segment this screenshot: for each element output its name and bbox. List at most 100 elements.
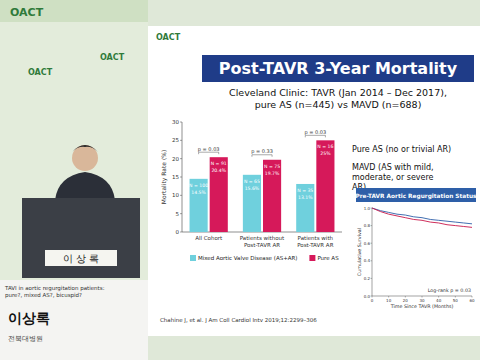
definition: Pure AS (no or trivial AR) (352, 145, 451, 154)
y-tick-label: 10 (172, 192, 179, 198)
subtitle: Cleveland Clinic: TAVR (Jan 2014 – Dec 2… (229, 87, 447, 98)
frame: OACT OACT OACT 이 상 록 TAVI in aortic regurgit… (0, 0, 480, 360)
text-line: Post-TAVR AR (244, 242, 280, 248)
bracket (199, 152, 219, 154)
text-line: Patients with (298, 235, 334, 241)
y-axis-label: Mortality Rate (%) (160, 150, 168, 205)
y-tick-label: 1.0 (364, 206, 371, 211)
y-tick (180, 122, 182, 123)
x-axis-label: Time Since TAVR (Months) (390, 304, 454, 309)
y-tick (371, 208, 373, 209)
y-tick (180, 177, 182, 178)
text-line: TAVI in aortic regurgitation patients: (4, 285, 105, 292)
y-tick (180, 140, 182, 141)
speaker-name: 이상록 (8, 310, 50, 326)
bracket (252, 155, 272, 157)
text-line: pure?, mixed AS?, bicuspid? (5, 292, 82, 299)
survival-line (372, 208, 472, 224)
text-line: Patients without (240, 235, 285, 241)
legend-swatch (190, 255, 196, 261)
y-tick (371, 278, 373, 279)
data-label: 13.1% (298, 195, 313, 200)
y-tick-label: 0.6 (364, 241, 371, 246)
data-label: 19.7% (265, 171, 280, 176)
data-label: 14.5% (191, 190, 206, 195)
n-label: N = 35 (297, 188, 313, 193)
nameplate (45, 250, 117, 266)
y-tick (371, 260, 373, 261)
text-line: MAVD (AS with mild, (352, 163, 434, 172)
y-tick-label: 20 (172, 156, 179, 162)
speaker-hair (72, 145, 98, 152)
y-axis-label: Cumulative Survival (357, 228, 362, 276)
y-tick (180, 213, 182, 214)
y-tick-label: 15 (172, 174, 179, 180)
bracket (305, 135, 325, 137)
y-tick (180, 195, 182, 196)
backdrop-logo: OACT (100, 53, 125, 62)
citation: Chahine J, et al. J Am Coll Cardiol Intv… (160, 317, 317, 324)
nameplate-text: 이 상 록 (63, 253, 99, 264)
n-label: N = 16 (317, 144, 333, 149)
affiliation: 전북대병원 (8, 335, 43, 343)
y-tick-label: 5 (176, 211, 180, 217)
y-tick-label: 0.4 (364, 258, 371, 263)
speaker-head (72, 145, 98, 171)
backdrop-logo: OACT (28, 68, 53, 77)
speaker-body (55, 172, 115, 200)
bar (316, 140, 334, 232)
y-tick-label: 0.0 (364, 294, 371, 299)
x-tick-label: Patients withoutPost-TAVR AR (240, 235, 285, 248)
text-line: All Cohort (195, 235, 223, 241)
y-tick (180, 158, 182, 159)
bar (296, 184, 314, 232)
y-tick (371, 243, 373, 244)
p-value: p = 0.03 (304, 129, 326, 136)
bar (263, 160, 281, 232)
y-tick (371, 225, 373, 226)
p-value: p = 0.33 (251, 148, 273, 155)
chart-title: Pre-TAVR Aortic Regurgitation Status (355, 193, 477, 200)
n-label: N = 100 (189, 183, 208, 188)
banner (0, 0, 148, 22)
definition: MAVD (AS with mild,moderate, or severeAR… (352, 163, 434, 192)
text-line: moderate, or severe (352, 173, 434, 182)
n-label: N = 91 (211, 161, 227, 166)
slide (148, 26, 480, 336)
x-axis (372, 296, 472, 297)
n-label: N = 75 (264, 164, 280, 169)
x-tick-label: All Cohort (195, 235, 223, 241)
title: Post-TAVR 3-Year Mortality (219, 59, 458, 78)
y-tick-label: 30 (172, 119, 179, 125)
data-label: 20.4% (211, 168, 226, 173)
bar (210, 157, 228, 232)
y-tick-label: 0.2 (364, 276, 371, 281)
text-line: Post-TAVR AR (297, 242, 333, 248)
data-label: 15.6% (245, 186, 260, 191)
y-tick (180, 232, 182, 233)
title-band (202, 55, 474, 82)
x-tick-label: 30 (419, 298, 425, 303)
x-tick-label: 50 (453, 298, 459, 303)
legend-swatch (309, 255, 315, 261)
survival-chart: Pre-TAVR Aortic Regurgitation Status0.00… (355, 188, 477, 309)
video-background (0, 0, 148, 280)
x-tick-label: 60 (469, 298, 475, 303)
topic: TAVI in aortic regurgitation patients:pu… (4, 285, 105, 299)
x-tick-label: 40 (436, 298, 442, 303)
y-tick-label: 0 (176, 229, 180, 235)
bar (243, 175, 261, 232)
subtitle: pure AS (n=445) vs MAVD (n=688) (255, 99, 422, 110)
x-tick-label: Patients withPost-TAVR AR (297, 235, 333, 248)
legend-label: Mixed Aortic Valve Disease (AS+AR) (198, 255, 297, 261)
podium (22, 198, 140, 278)
caption-box (0, 280, 148, 360)
slide-logo: OACT (156, 33, 181, 42)
bar-chart: 051015202530Mortality Rate (%)N = 10014.… (160, 119, 342, 261)
x-tick-label: 0 (371, 298, 374, 303)
y-tick (371, 296, 373, 297)
x-tick-label: 10 (386, 298, 392, 303)
legend-label: Pure AS (317, 255, 339, 261)
p-value: p = 0.03 (198, 146, 220, 153)
lines (372, 208, 472, 227)
